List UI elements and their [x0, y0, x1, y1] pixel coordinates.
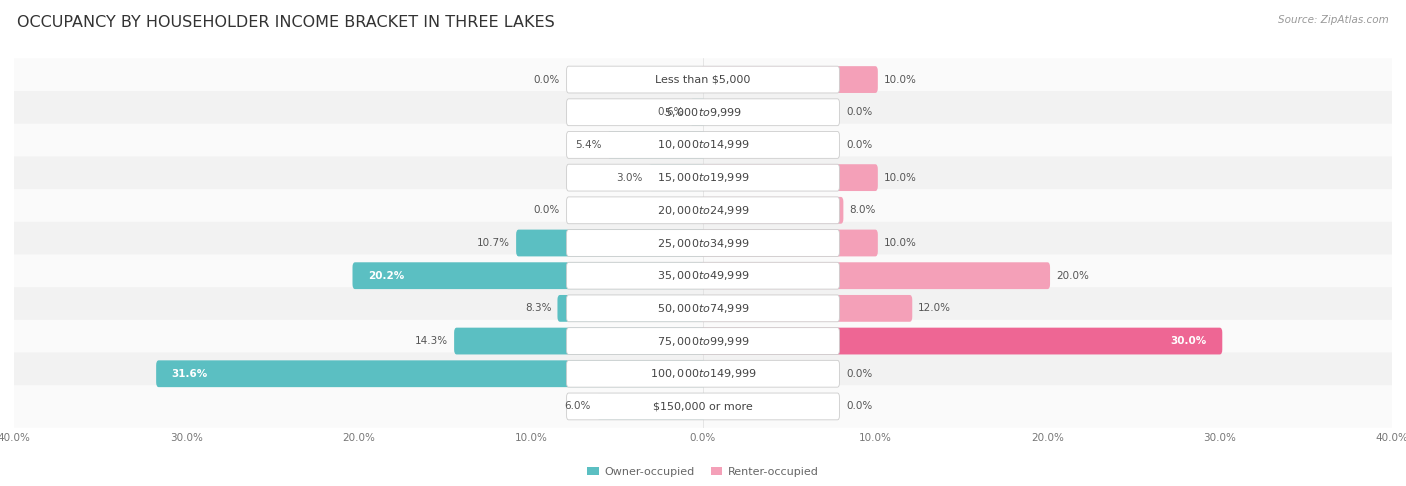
- FancyBboxPatch shape: [4, 189, 1402, 231]
- FancyBboxPatch shape: [4, 156, 1402, 199]
- Text: 0.0%: 0.0%: [534, 74, 560, 85]
- Legend: Owner-occupied, Renter-occupied: Owner-occupied, Renter-occupied: [583, 462, 823, 481]
- Text: 20.0%: 20.0%: [1056, 271, 1090, 281]
- FancyBboxPatch shape: [690, 99, 706, 126]
- FancyBboxPatch shape: [700, 197, 844, 224]
- Text: 12.0%: 12.0%: [918, 303, 952, 313]
- FancyBboxPatch shape: [4, 352, 1402, 395]
- Text: $10,000 to $14,999: $10,000 to $14,999: [657, 139, 749, 152]
- FancyBboxPatch shape: [567, 66, 839, 93]
- Text: $5,000 to $9,999: $5,000 to $9,999: [664, 106, 742, 119]
- FancyBboxPatch shape: [4, 58, 1402, 101]
- Text: 0.6%: 0.6%: [658, 107, 685, 117]
- FancyBboxPatch shape: [567, 328, 839, 354]
- Text: 0.0%: 0.0%: [846, 401, 872, 412]
- FancyBboxPatch shape: [557, 295, 706, 322]
- Text: OCCUPANCY BY HOUSEHOLDER INCOME BRACKET IN THREE LAKES: OCCUPANCY BY HOUSEHOLDER INCOME BRACKET …: [17, 15, 554, 30]
- Text: 30.0%: 30.0%: [1171, 336, 1206, 346]
- FancyBboxPatch shape: [567, 99, 839, 126]
- FancyBboxPatch shape: [4, 287, 1402, 330]
- FancyBboxPatch shape: [353, 262, 706, 289]
- FancyBboxPatch shape: [567, 197, 839, 224]
- FancyBboxPatch shape: [567, 132, 839, 158]
- FancyBboxPatch shape: [4, 255, 1402, 297]
- FancyBboxPatch shape: [567, 295, 839, 322]
- Text: 10.0%: 10.0%: [884, 74, 917, 85]
- Text: 31.6%: 31.6%: [172, 369, 208, 379]
- Text: 10.0%: 10.0%: [884, 173, 917, 183]
- FancyBboxPatch shape: [4, 124, 1402, 166]
- FancyBboxPatch shape: [700, 328, 1222, 354]
- FancyBboxPatch shape: [156, 360, 706, 387]
- FancyBboxPatch shape: [700, 164, 877, 191]
- Text: 6.0%: 6.0%: [565, 401, 591, 412]
- Text: 10.7%: 10.7%: [477, 238, 510, 248]
- Text: $15,000 to $19,999: $15,000 to $19,999: [657, 171, 749, 184]
- FancyBboxPatch shape: [607, 132, 706, 158]
- Text: 20.2%: 20.2%: [368, 271, 405, 281]
- FancyBboxPatch shape: [4, 91, 1402, 134]
- FancyBboxPatch shape: [567, 262, 839, 289]
- Text: 0.0%: 0.0%: [846, 369, 872, 379]
- Text: $150,000 or more: $150,000 or more: [654, 401, 752, 412]
- Text: 8.0%: 8.0%: [849, 205, 876, 215]
- Text: 8.3%: 8.3%: [524, 303, 551, 313]
- Text: 14.3%: 14.3%: [415, 336, 449, 346]
- FancyBboxPatch shape: [700, 229, 877, 257]
- Text: $50,000 to $74,999: $50,000 to $74,999: [657, 302, 749, 315]
- Text: 0.0%: 0.0%: [846, 140, 872, 150]
- Text: 3.0%: 3.0%: [616, 173, 643, 183]
- FancyBboxPatch shape: [567, 360, 839, 387]
- Text: Less than $5,000: Less than $5,000: [655, 74, 751, 85]
- Text: $25,000 to $34,999: $25,000 to $34,999: [657, 237, 749, 249]
- Text: $100,000 to $149,999: $100,000 to $149,999: [650, 367, 756, 380]
- FancyBboxPatch shape: [4, 222, 1402, 264]
- Text: Source: ZipAtlas.com: Source: ZipAtlas.com: [1278, 15, 1389, 25]
- Text: $75,000 to $99,999: $75,000 to $99,999: [657, 334, 749, 347]
- FancyBboxPatch shape: [4, 385, 1402, 428]
- Text: 0.0%: 0.0%: [846, 107, 872, 117]
- FancyBboxPatch shape: [454, 328, 706, 354]
- Text: 5.4%: 5.4%: [575, 140, 602, 150]
- FancyBboxPatch shape: [598, 393, 706, 420]
- FancyBboxPatch shape: [516, 229, 706, 257]
- FancyBboxPatch shape: [700, 262, 1050, 289]
- Text: 0.0%: 0.0%: [534, 205, 560, 215]
- FancyBboxPatch shape: [567, 229, 839, 257]
- Text: $20,000 to $24,999: $20,000 to $24,999: [657, 204, 749, 217]
- FancyBboxPatch shape: [567, 393, 839, 420]
- FancyBboxPatch shape: [648, 164, 706, 191]
- Text: $35,000 to $49,999: $35,000 to $49,999: [657, 269, 749, 282]
- FancyBboxPatch shape: [700, 66, 877, 93]
- FancyBboxPatch shape: [567, 164, 839, 191]
- FancyBboxPatch shape: [4, 320, 1402, 362]
- Text: 10.0%: 10.0%: [884, 238, 917, 248]
- FancyBboxPatch shape: [700, 295, 912, 322]
